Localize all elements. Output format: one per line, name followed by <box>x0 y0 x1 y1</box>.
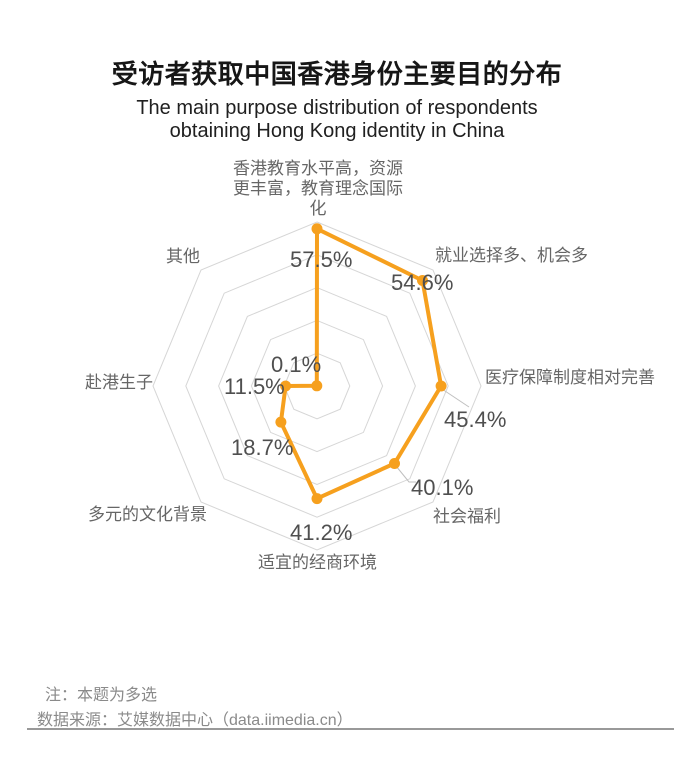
radar-grid-ring <box>283 352 351 420</box>
radar-grid-ring <box>152 221 482 551</box>
axis-label-culture: 多元的文化背景 <box>88 505 207 524</box>
label-leader-line <box>441 388 470 408</box>
value-label-culture: 18.7% <box>231 435 294 460</box>
radar-grid-ring <box>218 287 416 485</box>
axis-label-business: 适宜的经商环境 <box>258 553 377 572</box>
chart-subtitle-en-line1: The main purpose distribution of respond… <box>136 97 538 119</box>
data-source: 数据来源：艾媒数据中心（data.iimedia.cn） <box>37 712 353 729</box>
radar-grid-ring <box>250 319 384 453</box>
axis-label-welfare: 社会福利 <box>433 507 501 526</box>
value-label-childbirth: 11.5% <box>224 374 285 399</box>
value-label-education: 57.5% <box>290 247 353 272</box>
axis-label-medical: 医疗保障制度相对完善 <box>485 368 655 387</box>
chart-title-zh: 受访者获取中国香港身份主要目的分布 <box>111 59 563 89</box>
radar-data-point <box>389 458 400 469</box>
chart-subtitle-en-line2: obtaining Hong Kong identity in China <box>169 120 505 142</box>
axis-label-employment: 就业选择多、机会多 <box>435 246 588 265</box>
axis-label-childbirth: 赴港生子 <box>85 373 153 392</box>
value-label-employment: 54.6% <box>391 270 454 295</box>
radar-data-point <box>311 380 323 392</box>
footer-divider <box>27 728 674 730</box>
chart-subtitle-en: The main purpose distribution of respond… <box>0 97 674 143</box>
chart-note: 注：本题为多选 <box>45 687 158 704</box>
value-label-business: 41.2% <box>290 520 353 545</box>
radar-data-point <box>311 493 323 505</box>
radar-grid-ring <box>185 254 449 518</box>
value-label-medical: 45.4% <box>444 407 507 432</box>
axis-label-education: 香港教育水平高，资源 更丰富，教育理念国际 化 <box>233 159 403 218</box>
value-label-welfare: 40.1% <box>411 475 474 500</box>
radar-data-point <box>417 275 428 286</box>
radar-data-point <box>435 380 447 392</box>
radar-data-point <box>280 380 292 392</box>
label-leader-line <box>395 465 416 483</box>
axis-label-other: 其他 <box>166 247 200 266</box>
radar-data-point <box>311 223 323 235</box>
value-label-other: 0.1% <box>271 352 322 377</box>
radar-data-point <box>275 416 287 428</box>
